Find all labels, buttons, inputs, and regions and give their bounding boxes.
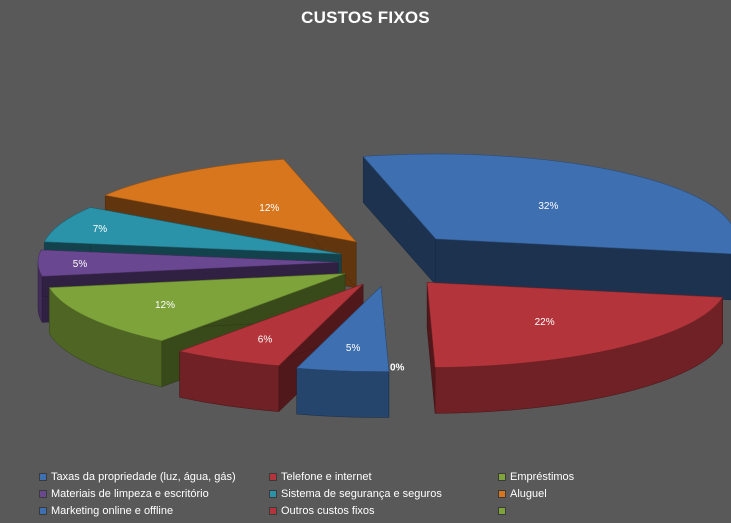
legend-item: Marketing online e offline	[40, 504, 270, 517]
legend-item: Materiais de limpeza e escritório	[40, 487, 270, 500]
legend-item: Taxas da propriedade (luz, água, gás)	[40, 470, 270, 483]
pie-slice	[426, 282, 724, 414]
legend-label: Marketing online e offline	[51, 504, 174, 517]
legend-swatch	[499, 473, 505, 480]
legend-item: Aluguel	[499, 487, 699, 500]
legend-label: Sistema de segurança e seguros	[281, 487, 442, 500]
slice-data-label: 5%	[346, 343, 361, 354]
slice-data-label: 7%	[93, 224, 108, 235]
legend-swatch	[499, 507, 505, 514]
pie-slice	[296, 285, 390, 418]
slice-data-label: 32%	[538, 201, 558, 212]
slice-data-label: 12%	[155, 300, 175, 311]
legend-label: Outros custos fixos	[281, 504, 375, 517]
pie-chart: 32% 22% 0% 5% 6% 12% 5% 7% 12%	[37, 153, 731, 418]
slice-data-label: 22%	[535, 317, 555, 328]
legend-label: Taxas da propriedade (luz, água, gás)	[51, 470, 236, 483]
slice-data-label: 5%	[73, 259, 88, 270]
legend-label: Telefone e internet	[281, 470, 372, 483]
legend-item: Sistema de segurança e seguros	[270, 487, 499, 500]
legend: Taxas da propriedade (luz, água, gás) Tel…	[40, 470, 720, 517]
slice-data-label: 0%	[390, 363, 405, 374]
legend-swatch	[499, 490, 505, 497]
chart-title: CUSTOS FIXOS	[301, 8, 430, 27]
pie-slice	[362, 153, 731, 301]
legend-item: Telefone e internet	[270, 470, 499, 483]
legend-label: Empréstimos	[510, 470, 575, 483]
legend-item: Outros custos fixos	[270, 504, 499, 517]
legend-swatch	[40, 473, 46, 480]
legend-item: Empréstimos	[499, 470, 699, 483]
legend-swatch	[40, 507, 46, 514]
legend-swatch	[270, 507, 276, 514]
slice-data-label: 6%	[258, 335, 273, 346]
legend-item	[499, 504, 699, 517]
legend-label: Aluguel	[510, 487, 547, 500]
legend-swatch	[270, 490, 276, 497]
legend-label: Materiais de limpeza e escritório	[51, 487, 209, 500]
legend-swatch	[40, 490, 46, 497]
legend-swatch	[270, 473, 276, 480]
slice-data-label: 12%	[259, 203, 279, 214]
